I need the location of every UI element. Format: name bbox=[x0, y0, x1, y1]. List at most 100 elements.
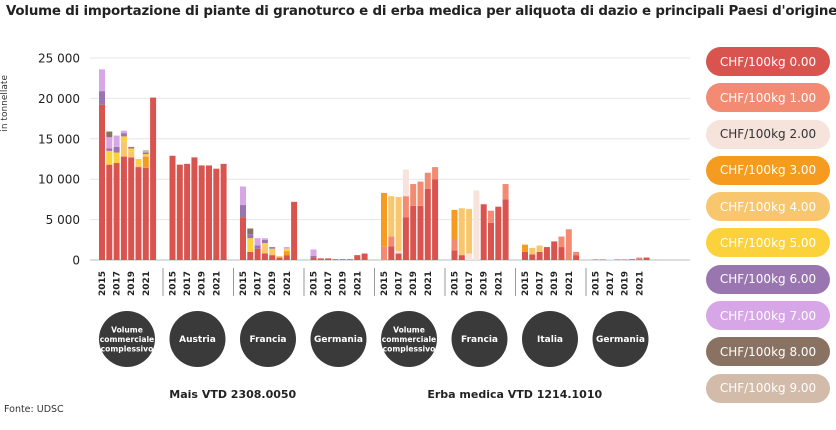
legend-item-chf-3: CHF/100kg 3.00 bbox=[706, 155, 830, 185]
legend-item-chf-8: CHF/100kg 8.00 bbox=[706, 337, 830, 367]
bar-segment bbox=[142, 167, 149, 260]
bar-segment bbox=[213, 168, 220, 260]
bar-segment bbox=[551, 241, 558, 260]
bar-segment bbox=[99, 91, 105, 105]
bar-segment bbox=[128, 146, 135, 149]
bar-segment bbox=[402, 196, 409, 218]
bar-segment bbox=[283, 255, 290, 260]
bar-segment bbox=[522, 244, 528, 252]
bar-segment bbox=[529, 254, 536, 260]
group-label: complessivo bbox=[101, 344, 154, 353]
bar-segment bbox=[607, 259, 614, 260]
group-circle bbox=[169, 311, 226, 367]
bar-segment bbox=[381, 246, 387, 260]
bar-segment bbox=[198, 165, 205, 260]
product-labels: Mais VTD 2308.0050 Erba medica VTD 1214.1… bbox=[169, 388, 602, 401]
bar-segment bbox=[261, 246, 268, 254]
x-tick-label: 2021 bbox=[212, 271, 222, 296]
x-tick-label: 2019 bbox=[621, 271, 631, 296]
x-tick-label: 2019 bbox=[268, 271, 278, 296]
bar-segment bbox=[276, 257, 283, 260]
bar-segment bbox=[247, 251, 254, 260]
bar-segment bbox=[142, 154, 149, 157]
bar-segment bbox=[466, 209, 473, 254]
group-circle bbox=[240, 311, 296, 367]
bar-segment bbox=[473, 190, 480, 260]
x-tick-label: 2021 bbox=[565, 271, 575, 296]
bar-segment bbox=[269, 251, 276, 256]
bar-segment bbox=[176, 164, 183, 260]
bar-segment bbox=[395, 253, 402, 260]
bar-segment bbox=[113, 163, 120, 260]
bar-segment bbox=[466, 253, 473, 260]
group-circle bbox=[451, 311, 508, 367]
bar-segment bbox=[240, 186, 246, 206]
bar-segment bbox=[142, 150, 149, 153]
bar-segment bbox=[128, 148, 135, 152]
bar-segment bbox=[220, 163, 227, 260]
x-tick-label: 2017 bbox=[536, 271, 546, 296]
bar-segment bbox=[261, 238, 268, 240]
bar-segment bbox=[417, 205, 424, 260]
bar-segment bbox=[247, 228, 254, 235]
x-tick-label: 2017 bbox=[395, 271, 405, 296]
x-tick-label: 2015 bbox=[310, 271, 320, 296]
bar-segment bbox=[99, 104, 105, 260]
y-axis-ticks: 0 5 000 10 000 15 000 20 000 25 000 bbox=[38, 52, 80, 268]
y-tick-label: 5 000 bbox=[46, 213, 80, 227]
bars bbox=[99, 69, 650, 260]
x-tick-label: 2021 bbox=[353, 271, 363, 296]
bar-segment bbox=[458, 208, 465, 256]
group-label: Volume bbox=[393, 326, 425, 335]
bar-segment bbox=[191, 157, 198, 260]
group-label: complessivo bbox=[383, 344, 436, 353]
bar-segment bbox=[381, 192, 387, 247]
bar-segment bbox=[254, 238, 261, 246]
legend-label: CHF/100kg 9.00 bbox=[719, 381, 817, 396]
bar-segment bbox=[99, 69, 105, 92]
x-tick-label: 2015 bbox=[521, 271, 531, 296]
legend-label: CHF/100kg 2.00 bbox=[719, 127, 817, 142]
y-tick-label: 25 000 bbox=[38, 52, 80, 66]
x-tick-label: 2021 bbox=[635, 271, 645, 296]
group-label: Germania bbox=[314, 335, 363, 345]
legend-item-chf-0: CHF/100kg 0.00 bbox=[706, 47, 830, 76]
bar-segment bbox=[120, 156, 127, 260]
bar-segment bbox=[451, 209, 458, 239]
legend-label: CHF/100kg 8.00 bbox=[719, 344, 817, 359]
bar-segment bbox=[120, 141, 127, 157]
bar-segment bbox=[424, 188, 431, 260]
group-circle bbox=[99, 311, 155, 367]
bar-segment bbox=[106, 137, 113, 149]
bar-segment bbox=[480, 204, 487, 260]
bar-segment bbox=[332, 259, 339, 260]
bar-segment bbox=[247, 238, 254, 252]
bar-segment bbox=[495, 206, 502, 260]
bar-segment bbox=[254, 248, 261, 260]
y-tick-label: 0 bbox=[72, 254, 80, 268]
product-label: Erba medica VTD 1214.1010 bbox=[427, 388, 602, 401]
group-label: Germania bbox=[596, 335, 645, 345]
y-tick-label: 20 000 bbox=[38, 92, 80, 106]
bar-segment bbox=[592, 259, 599, 260]
bar-segment bbox=[291, 201, 298, 260]
bar-segment bbox=[339, 259, 346, 260]
legend-item-chf-2: CHF/100kg 2.00 bbox=[706, 119, 830, 149]
bar-segment bbox=[240, 205, 246, 218]
bar-segment bbox=[451, 238, 458, 251]
stacked-bar-chart: 0 5 000 10 000 15 000 20 000 25 000 in tonnel… bbox=[0, 52, 690, 401]
bar-segment bbox=[106, 164, 113, 260]
bar-segment bbox=[388, 196, 395, 237]
y-axis-label: in tonnellate bbox=[0, 75, 10, 132]
x-tick-label: 2021 bbox=[283, 271, 293, 296]
group-label: Francia bbox=[250, 335, 287, 345]
bar-segment bbox=[254, 245, 261, 249]
bar-segment bbox=[636, 259, 643, 260]
bar-segment bbox=[310, 257, 317, 260]
bar-segment bbox=[135, 167, 142, 260]
bar-segment bbox=[135, 164, 142, 168]
x-tick-label: 2019 bbox=[127, 271, 137, 296]
x-tick-label: 2015 bbox=[98, 271, 108, 296]
bar-segment bbox=[614, 259, 621, 260]
legend-label: CHF/100kg 7.00 bbox=[719, 308, 817, 323]
